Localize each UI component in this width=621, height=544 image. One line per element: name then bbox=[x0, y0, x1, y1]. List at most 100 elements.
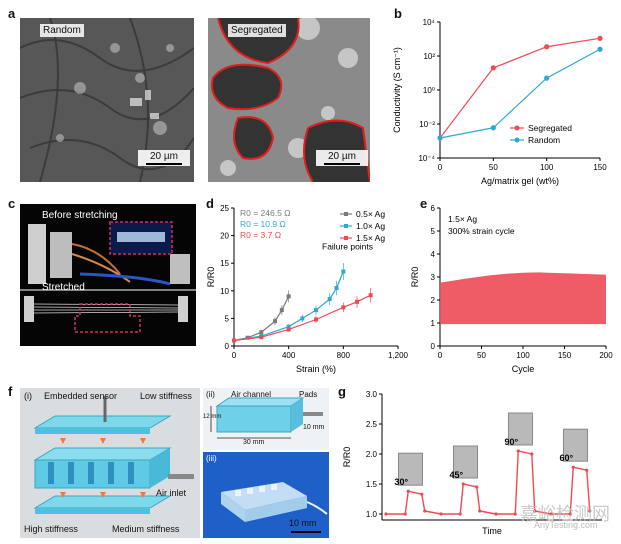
data-point bbox=[368, 293, 373, 298]
series-line-segregated bbox=[439, 37, 601, 139]
high-stiffness-label: High stiffness bbox=[24, 524, 78, 534]
data-point bbox=[458, 512, 462, 516]
panel-f-letter: f bbox=[8, 384, 13, 399]
before-stretching-label: Before stretching bbox=[42, 210, 118, 221]
y-tick-label: 20 bbox=[220, 232, 229, 241]
note-ag: 1.5× Ag bbox=[448, 214, 477, 224]
actuator-dimension-view: (ii) Air channel Pads 12 mm 30 mm 10 mm bbox=[203, 388, 329, 450]
data-point bbox=[314, 308, 318, 313]
angle-label: 30° bbox=[395, 477, 409, 487]
y-tick-label: 5 bbox=[225, 314, 230, 323]
random-label: Random bbox=[40, 24, 84, 37]
boundary-5 bbox=[217, 18, 300, 65]
finger-photo bbox=[563, 428, 588, 462]
panel-d-letter: d bbox=[206, 196, 214, 211]
photo-scale-label: 10 mm bbox=[289, 518, 317, 528]
data-point bbox=[273, 319, 277, 324]
y-tick-label: 10 bbox=[220, 287, 229, 296]
x-axis-label: Time bbox=[482, 526, 502, 536]
sub-ii-label: (ii) bbox=[206, 390, 215, 399]
low-stiffness-label: Low stiffness bbox=[140, 391, 192, 401]
x-tick-label: 0 bbox=[438, 351, 443, 360]
data-point bbox=[334, 286, 339, 291]
sub-iii-label: (iii) bbox=[206, 454, 217, 463]
data-point bbox=[533, 509, 537, 513]
data-point bbox=[544, 44, 550, 50]
embedded-sensor-label: Embedded sensor bbox=[44, 391, 118, 401]
y-tick-label: 1.0 bbox=[366, 510, 378, 519]
data-point bbox=[530, 452, 534, 456]
data-point bbox=[437, 135, 443, 141]
data-point bbox=[384, 512, 388, 516]
y-tick-label: 6 bbox=[431, 204, 436, 213]
r0-label: R0 = 3.7 Ω bbox=[240, 230, 281, 240]
segregated-scale-bar: 20 µm bbox=[316, 150, 368, 166]
data-point bbox=[327, 297, 332, 302]
data-point bbox=[549, 512, 553, 516]
watermark-url: AnyTesting.com bbox=[534, 520, 598, 530]
panel-e-letter: e bbox=[420, 196, 428, 211]
data-point bbox=[544, 75, 550, 81]
y-tick-label: 3.0 bbox=[366, 390, 378, 399]
legend-label: 0.5× Ag bbox=[356, 209, 385, 219]
data-point bbox=[423, 509, 427, 513]
stretched-label: Stretched bbox=[42, 282, 85, 293]
random-texture bbox=[20, 18, 194, 182]
legend-marker bbox=[344, 212, 348, 216]
data-point bbox=[232, 338, 236, 343]
actuator-exploded-view: (i) Embedded sensor Low stiffness Air in… bbox=[20, 388, 200, 538]
x-tick-label: 1,200 bbox=[388, 351, 409, 360]
random-scale-line bbox=[146, 163, 182, 165]
segregated-scale-text: 20 µm bbox=[328, 151, 356, 162]
data-point bbox=[490, 65, 496, 71]
y-tick-label: 0 bbox=[431, 342, 436, 351]
dim-12-label: 12 mm bbox=[203, 414, 222, 420]
pads-label: Pads bbox=[299, 390, 318, 399]
angle-label: 60° bbox=[560, 453, 574, 463]
segregated-scale-line bbox=[324, 163, 360, 165]
data-point bbox=[516, 449, 520, 453]
random-scale-bar: 20 µm bbox=[138, 150, 190, 166]
y-tick-label: 10⁴ bbox=[423, 18, 436, 27]
legend-label: 1.0× Ag bbox=[356, 221, 385, 231]
panel-c-letter: c bbox=[8, 196, 16, 211]
x-tick-label: 0 bbox=[438, 163, 443, 172]
data-point bbox=[341, 269, 346, 274]
panel-a-letter: a bbox=[8, 6, 16, 21]
data-point bbox=[588, 509, 592, 513]
y-tick-label: 5 bbox=[431, 227, 436, 236]
y-tick-label: 2.0 bbox=[366, 450, 378, 459]
segregated-label: Segregated bbox=[228, 24, 286, 37]
angle-label: 90° bbox=[505, 437, 519, 447]
y-tick-label: 1 bbox=[431, 319, 436, 328]
response-line bbox=[386, 450, 591, 515]
data-point bbox=[341, 305, 346, 310]
boundary-3 bbox=[303, 127, 314, 182]
panel-g-letter: g bbox=[338, 384, 346, 399]
bending-chart: 1.0 1.5 2.0 2.5 3.0 Time R/R0 30° 45° 90° 60° bbox=[342, 390, 602, 536]
y-axis-label: Conductivity (S cm⁻¹) bbox=[392, 47, 402, 133]
sub-i-label: (i) bbox=[24, 391, 32, 401]
boundary-2 bbox=[307, 119, 370, 182]
random-micrograph: Random 20 µm bbox=[20, 18, 194, 182]
data-point bbox=[279, 308, 284, 313]
air-channel-label: Air channel bbox=[231, 390, 272, 399]
legend-label: Segregated bbox=[528, 123, 572, 133]
failure-annotation: Failure points bbox=[322, 241, 373, 251]
series-line-random bbox=[439, 48, 601, 139]
data-point bbox=[259, 330, 264, 335]
legend-marker bbox=[344, 224, 348, 228]
x-axis-label: Ag/matrix gel (wt%) bbox=[481, 176, 559, 186]
data-point bbox=[513, 512, 517, 516]
y-tick-label: 10⁰ bbox=[423, 86, 435, 95]
data-point bbox=[286, 324, 291, 329]
data-point bbox=[314, 317, 318, 322]
boundary-4 bbox=[233, 116, 275, 160]
cycle-chart: 0 1 2 3 4 5 6 0 50 100 150 200 Cycle R/R0 1.5× Ag 300% … bbox=[410, 204, 613, 374]
x-tick-label: 800 bbox=[337, 351, 351, 360]
conductivity-chart: 10⁻⁴ 10⁻² 10⁰ 10² 10⁴ 0 50 100 150 Ag/matrix gel … bbox=[392, 18, 607, 186]
data-point bbox=[461, 482, 465, 486]
x-tick-label: 0 bbox=[232, 351, 237, 360]
y-tick-label: 0 bbox=[225, 342, 230, 351]
actuator-photo-drawing bbox=[221, 482, 328, 533]
